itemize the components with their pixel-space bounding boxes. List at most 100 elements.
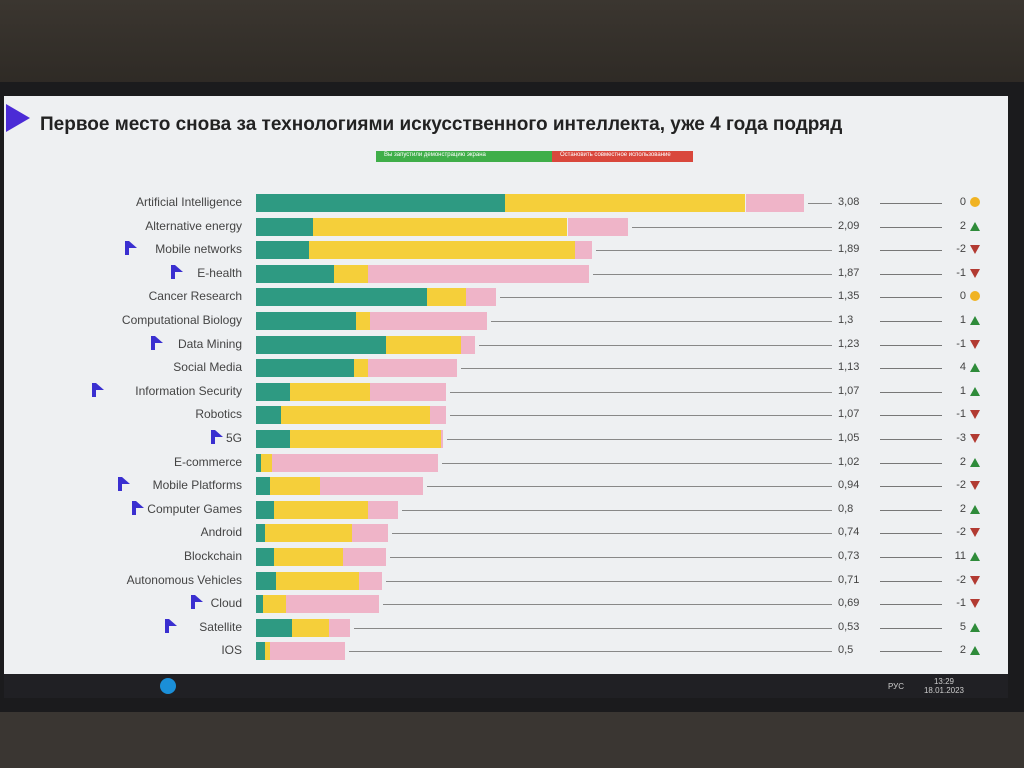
category-label: Autonomous Vehicles [126,572,242,587]
yellow-bar-segment [263,595,287,614]
company-logo-icon [125,241,137,256]
green-bar-segment [256,453,262,472]
separator-line [880,486,942,488]
company-logo-icon [164,618,177,633]
total-value-label: 1,23 [838,337,860,350]
chart-row: Mobile networks 1,89 -2 [4,241,1008,260]
yellow-bar-segment [309,241,575,260]
separator-line [880,604,942,606]
category-label: Computational Biology [121,313,242,327]
pink-bar-segment [745,194,805,212]
separator-line [880,415,942,417]
green-bar-segment [256,382,290,401]
category-label: Blockchain [183,549,242,563]
chart-row: Autonomous Vehicles 0,71 -2 [4,571,1008,590]
rank-change-label: 2 [959,219,966,232]
pink-bar-segment [272,453,438,472]
rank-change-label: -1 [956,408,966,421]
chart-row: 5G 1,05 -3 [4,430,1008,448]
up-triangle-icon [970,622,980,632]
pink-bar-segment [270,642,345,661]
green-bar-segment [256,477,271,496]
leader-line [402,509,832,511]
leader-line [461,368,832,370]
down-triangle-icon [970,245,980,255]
rank-change-label: -2 [956,479,966,492]
chart-row: Cancer Research 1,35 0 [4,288,1008,307]
separator-line [880,439,942,440]
pink-bar-segment [460,335,475,354]
total-value-label: 1,87 [838,266,860,279]
stop-sharing-button[interactable]: Остановить совместное использование [552,151,693,162]
green-bar-segment [256,335,386,354]
rank-change-label: 2 [959,502,966,515]
rank-change-label: -2 [956,526,966,539]
down-triangle-icon [970,268,980,278]
yellow-bar-segment [312,217,568,236]
category-label: Cancer Research [148,289,242,304]
yellow-bar-segment [270,477,321,496]
category-label: Computer Games [147,501,242,516]
up-triangle-icon [970,552,980,561]
leader-line [450,391,832,393]
down-triangle-icon [970,339,980,349]
leader-line [491,321,832,322]
yellow-bar-segment [289,430,442,448]
yellow-bar-segment [353,359,369,378]
pink-bar-segment [441,430,443,448]
circle-icon [970,291,980,302]
down-triangle-icon [970,575,980,585]
separator-line [880,297,942,299]
yellow-bar-segment [264,642,271,661]
up-triangle-icon [970,316,980,325]
category-label: Mobile Platforms [152,478,242,493]
chart-row: Robotics 1,07 -1 [4,406,1008,425]
category-label: E-health [197,265,242,280]
yellow-bar-segment [355,312,370,330]
down-triangle-icon [970,528,980,538]
category-label: Alternative energy [145,218,242,233]
taskbar: РУС 13:29 18.01.2023 [4,674,1008,698]
leader-line [382,604,832,606]
desk-foreground [0,712,1024,768]
company-logo-icon [131,500,144,515]
separator-line [880,557,942,558]
category-label: Information Security [135,383,242,398]
clock-time: 13:29 [933,677,954,686]
company-logo-icon [92,382,104,397]
green-bar-segment [256,548,274,566]
rank-change-label: 4 [959,361,966,374]
category-label: Mobile networks [155,242,242,257]
clock[interactable]: 13:29 18.01.2023 [924,677,964,695]
chart-row: Mobile Platforms 0,94 -2 [4,477,1008,496]
rank-change-label: -2 [956,243,966,256]
rank-change-label: -2 [956,573,966,586]
leader-line [349,651,832,653]
rank-change-label: -1 [956,597,966,610]
separator-line [880,533,942,535]
up-triangle-icon [970,504,980,514]
pink-bar-segment [343,548,386,566]
yellow-bar-segment [261,453,272,472]
pink-bar-segment [466,288,497,307]
separator-line [880,651,942,653]
chart-row: Information Security 1,07 1 [4,382,1008,401]
up-triangle-icon [970,363,980,373]
yellow-bar-segment [426,288,467,307]
yellow-bar-segment [275,571,360,590]
green-bar-segment [256,194,506,212]
pink-bar-segment [286,595,379,614]
clock-date: 18.01.2023 [923,686,964,695]
separator-line [880,391,942,393]
total-value-label: 0,71 [838,573,860,586]
presentation-slide: Первое место снова за технологиями искус… [4,96,1008,674]
language-indicator[interactable]: РУС [887,682,904,691]
green-bar-segment [256,264,335,283]
edge-browser-icon[interactable] [160,678,176,694]
up-triangle-icon [970,221,980,231]
yellow-bar-segment [334,264,369,283]
separator-line [880,344,942,346]
chart-row: Satellite 0,53 5 [4,618,1008,637]
rank-change-label: 2 [959,644,966,657]
separator-line [880,509,942,511]
